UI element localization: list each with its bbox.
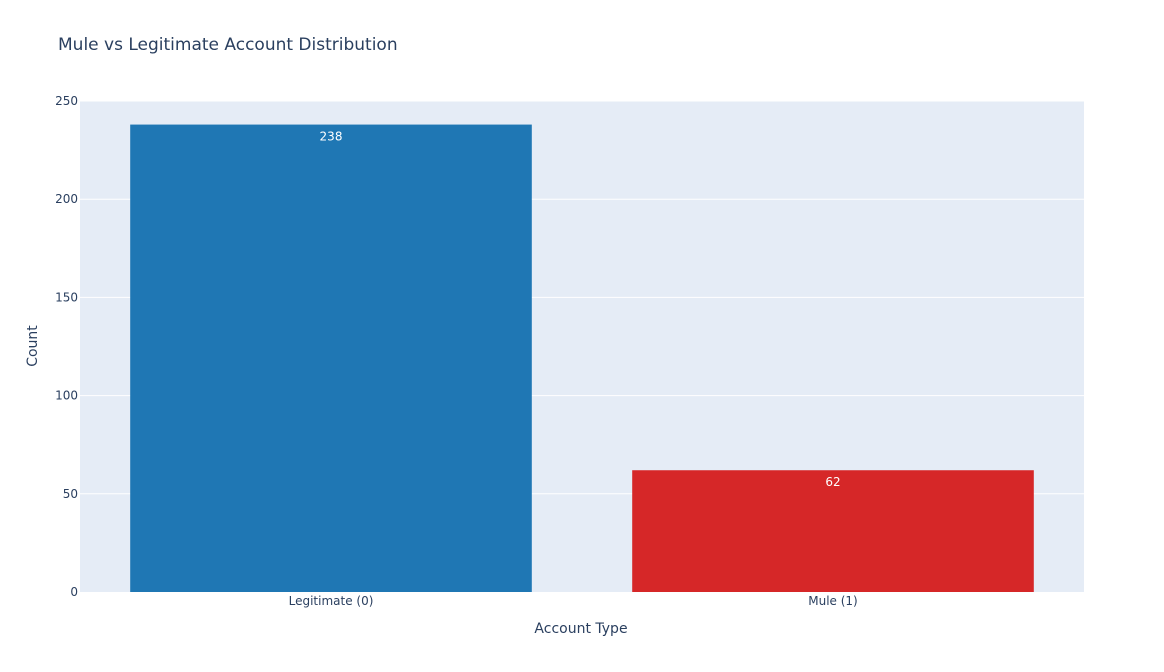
y-tick-label: 50	[63, 487, 78, 501]
bars	[130, 124, 1034, 593]
y-tick-label: 200	[55, 192, 78, 206]
x-tick-label: Mule (1)	[808, 594, 858, 608]
y-axis-title: Count	[25, 325, 41, 367]
bar-data-label: 62	[825, 475, 840, 489]
data-labels: 238 62	[320, 130, 841, 490]
y-tick-label: 100	[55, 389, 78, 403]
x-axis-ticks: Legitimate (0) Mule (1)	[289, 594, 858, 608]
y-axis-ticks: 0 50 100 150 200 250	[55, 94, 78, 599]
bar	[632, 470, 1034, 592]
chart-title: Mule vs Legitimate Account Distribution	[58, 35, 398, 55]
y-tick-label: 150	[55, 290, 78, 304]
bar-data-label: 238	[320, 130, 343, 144]
bar	[130, 124, 532, 593]
y-tick-label: 0	[70, 585, 78, 599]
y-tick-label: 250	[55, 94, 78, 108]
x-tick-label: Legitimate (0)	[289, 594, 374, 608]
x-axis-title: Account Type	[534, 621, 627, 637]
